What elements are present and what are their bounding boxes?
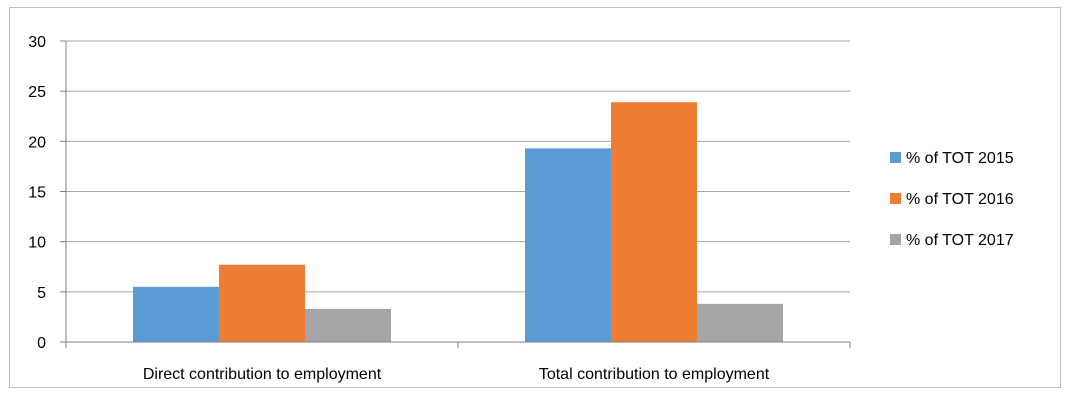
y-tick-label: 30 bbox=[28, 34, 46, 51]
bar bbox=[611, 102, 697, 342]
bar bbox=[305, 308, 391, 342]
legend-swatch bbox=[890, 234, 901, 245]
y-tick-label: 20 bbox=[28, 134, 46, 151]
x-category-label: Total contribution to employment bbox=[539, 366, 770, 383]
y-tick-label: 10 bbox=[28, 235, 46, 252]
legend-swatch bbox=[890, 152, 901, 163]
legend: % of TOT 2015 % of TOT 2016 % of TOT 2017 bbox=[890, 150, 1014, 249]
y-tick-label: 15 bbox=[28, 185, 46, 202]
bar bbox=[219, 264, 305, 342]
legend-label: % of TOT 2016 bbox=[906, 191, 1014, 208]
bar bbox=[525, 148, 611, 342]
x-category-label: Direct contribution to employment bbox=[143, 366, 382, 383]
bar bbox=[697, 303, 783, 342]
gridlines bbox=[66, 40, 850, 293]
y-tick-label: 25 bbox=[28, 84, 46, 101]
x-axis-categories: Direct contribution to employment Total c… bbox=[143, 366, 770, 383]
bar bbox=[133, 286, 219, 342]
legend-swatch bbox=[890, 193, 901, 204]
y-axis-ticks: 0 5 10 15 20 25 30 bbox=[28, 34, 66, 352]
y-tick-label: 5 bbox=[37, 285, 46, 302]
legend-label: % of TOT 2017 bbox=[906, 232, 1014, 249]
legend-label: % of TOT 2015 bbox=[906, 150, 1014, 167]
y-tick-label: 0 bbox=[37, 335, 46, 352]
bars bbox=[133, 102, 783, 342]
